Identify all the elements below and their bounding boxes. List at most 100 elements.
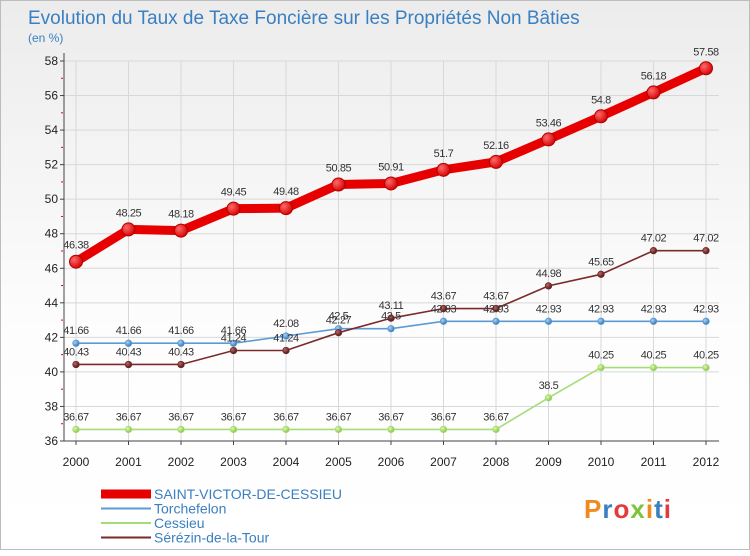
data-label: 40.25 — [693, 350, 719, 362]
data-point — [177, 339, 185, 347]
x-tick-label: 2011 — [641, 455, 667, 469]
data-label: 40.43 — [168, 346, 194, 358]
y-tick-label: 42 — [45, 330, 59, 344]
data-point — [594, 109, 608, 124]
data-label: 43.67 — [431, 291, 457, 303]
data-label: 53.46 — [536, 117, 562, 129]
data-point — [439, 304, 448, 313]
x-tick-label: 2002 — [168, 455, 195, 469]
data-label: 49.48 — [273, 186, 299, 198]
data-label: 41.66 — [221, 325, 247, 337]
y-unit-label: (en %) — [28, 31, 63, 45]
data-point — [387, 314, 395, 322]
data-point — [541, 132, 556, 147]
data-point — [436, 162, 451, 177]
data-point — [649, 317, 658, 325]
data-label: 42.08 — [273, 318, 299, 330]
data-point — [646, 85, 661, 100]
data-point — [699, 61, 713, 76]
data-point — [439, 425, 448, 434]
data-point — [334, 329, 343, 337]
data-point — [702, 363, 710, 372]
data-point — [489, 154, 503, 169]
data-point — [279, 201, 293, 216]
data-point — [177, 425, 185, 434]
brand-logo: Proxiti — [584, 494, 671, 524]
data-label: 44.98 — [536, 268, 562, 280]
data-label: 54.8 — [591, 94, 611, 106]
chart-title: Evolution du Taux de Taxe Foncière sur l… — [28, 8, 580, 29]
x-tick-label: 2009 — [535, 455, 562, 469]
data-label: 42.93 — [641, 303, 667, 315]
y-tick-label: 44 — [45, 296, 59, 310]
data-label: 50.91 — [378, 161, 404, 173]
y-tick-label: 58 — [45, 54, 59, 68]
data-label: 46.38 — [63, 240, 89, 252]
axes — [60, 53, 719, 445]
data-label: 40.43 — [63, 346, 89, 358]
data-point — [124, 360, 133, 369]
data-point — [177, 360, 185, 369]
legend-entry: SAINT-VICTOR-DE-CESSIEU — [154, 486, 342, 502]
data-point — [124, 425, 133, 434]
data-label: 41.24 — [273, 332, 299, 344]
data-point — [702, 317, 710, 325]
data-label: 41.66 — [116, 325, 142, 337]
data-point — [702, 247, 710, 255]
data-point — [544, 282, 553, 290]
x-tick-label: 2001 — [115, 455, 142, 469]
data-label: 38.5 — [539, 380, 559, 392]
data-label: 40.43 — [116, 346, 142, 358]
data-label: 36.67 — [483, 411, 509, 423]
y-tick-label: 50 — [45, 192, 59, 206]
data-label: 42.5 — [329, 311, 349, 323]
data-point — [492, 304, 500, 313]
y-tick-label: 54 — [45, 123, 59, 137]
data-label: 48.25 — [116, 207, 142, 219]
data-point — [226, 201, 241, 216]
data-point — [331, 177, 346, 192]
data-label: 49.45 — [221, 187, 247, 199]
data-point — [229, 346, 238, 355]
gridlines — [64, 60, 719, 441]
data-point — [492, 317, 500, 325]
x-tick-label: 2007 — [430, 455, 457, 469]
data-label: 41.66 — [168, 325, 194, 337]
data-label: 36.67 — [168, 411, 194, 423]
data-point — [439, 317, 448, 325]
data-label: 42.93 — [431, 303, 457, 315]
data-label: 40.25 — [641, 350, 667, 362]
data-label: 36.67 — [326, 411, 352, 423]
data-label: 36.67 — [221, 411, 247, 423]
x-tick-label: 2008 — [483, 455, 510, 469]
y-tick-label: 56 — [45, 89, 59, 103]
data-label: 42.93 — [588, 303, 614, 315]
data-label: 36.67 — [378, 411, 404, 423]
y-tick-label: 36 — [45, 434, 59, 448]
data-point — [544, 394, 553, 402]
legend: SAINT-VICTOR-DE-CESSIEUTorchefelonCessie… — [101, 486, 342, 546]
data-labels: 46.38 48.25 48.18 49.45 49.48 50.85 50.91 51.7 5… — [63, 46, 719, 423]
y-tick-label: 38 — [45, 399, 59, 413]
data-point — [72, 360, 80, 369]
data-point — [282, 332, 290, 340]
data-point — [229, 425, 238, 434]
data-point — [387, 425, 395, 434]
legend-entry: Sérézin-de-la-Tour — [154, 530, 269, 546]
series-lines — [69, 61, 713, 434]
data-point — [649, 247, 658, 255]
data-label: 41.24 — [221, 332, 247, 344]
data-point — [492, 425, 500, 434]
data-point — [544, 317, 553, 325]
data-label: 36.67 — [431, 411, 457, 423]
data-label: 42.27 — [326, 315, 352, 327]
data-point — [69, 254, 83, 269]
data-label: 51.7 — [434, 148, 454, 160]
data-label: 43.11 — [379, 300, 404, 312]
tick-labels: 36 38 40 42 44 46 48 50 52 54 56 58 2000 2001 2002 2003… — [45, 54, 720, 469]
legend-entry: Cessieu — [154, 515, 205, 531]
data-label: 45.65 — [588, 256, 614, 268]
data-point — [334, 425, 343, 434]
x-tick-label: 2000 — [63, 455, 90, 469]
